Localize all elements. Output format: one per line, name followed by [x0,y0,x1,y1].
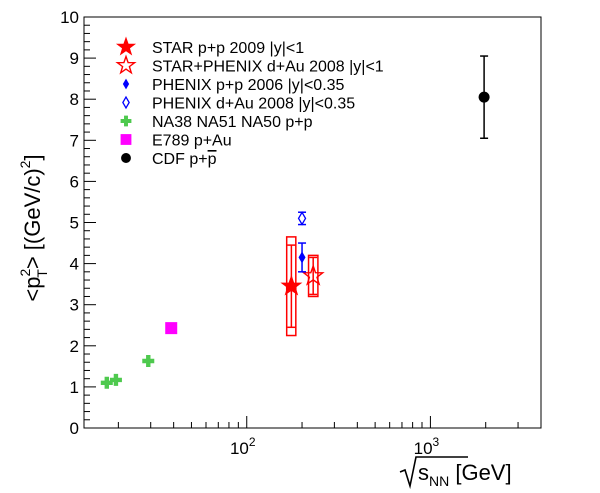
data-markers [100,55,490,389]
y-tick-label: 7 [70,131,79,150]
legend-marker-icon [122,78,130,90]
y-label-open: <p [20,277,45,302]
sqrt-sign-icon [399,456,468,490]
data-point [298,251,306,264]
data-point [301,263,325,286]
x-tick-label: 103 [414,435,440,458]
y-tick-label: 0 [70,419,79,438]
legend-entry: STAR+PHENIX d+Au 2008 |y|<1 [115,54,384,76]
legend-label: STAR p+p 2009 |y|<1 [152,40,304,57]
y-axis-label: <p2T> [(GeV/c)2] [17,154,50,301]
y-label-close: > [(GeV/c) [20,168,45,269]
legend-entry: STAR p+p 2009 |y|<1 [115,36,304,57]
legend-label: NA38 NA51 NA50 p+p [152,114,313,131]
y-label-sup: 2 [17,269,33,277]
legend-marker-icon [120,115,132,127]
legend-label: CDF p+p [152,151,217,168]
y-tick-label: 2 [70,337,79,356]
y-label-sub: T [34,269,50,278]
x-label-pre: s [418,460,429,485]
legend: STAR p+p 2009 |y|<1 STAR+PHENIX d+Au 2008… [115,36,384,168]
y-label-close-sup: 2 [17,160,33,168]
data-point [100,376,113,389]
y-tick-label: 9 [70,49,79,68]
legend-entry: NA38 NA51 NA50 p+p [120,114,313,131]
legend-label: PHENIX p+p 2006 |y|<0.35 [152,77,345,94]
data-point [478,91,490,103]
y-tick-label: 10 [60,8,79,27]
legend-entry: PHENIX d+Au 2008 |y|<0.35 [122,95,355,113]
y-tick-label: 1 [70,378,79,397]
y-tick-label: 8 [70,90,79,109]
legend-marker-icon [121,153,131,163]
legend-entry: CDF p+p [121,151,217,168]
legend-marker-icon [115,36,137,56]
svg-text:sNN [GeV]: sNN [GeV] [418,460,512,489]
data-point [109,373,122,386]
legend-marker-icon [115,54,137,75]
legend-entry: E789 p+Au [120,133,232,150]
legend-label: STAR+PHENIX d+Au 2008 |y|<1 [152,59,384,76]
y-tick-label: 3 [70,296,79,315]
x-label-sub: NN [429,473,449,489]
y-label-end: ] [20,154,45,160]
data-point [297,211,307,226]
legend-marker-icon [122,95,130,110]
legend-entry: PHENIX p+p 2006 |y|<0.35 [122,77,345,94]
x-label-unit: [GeV] [449,460,511,485]
legend-label: PHENIX d+Au 2008 |y|<0.35 [152,96,355,113]
y-tick-label: 6 [70,172,79,191]
y-tick-label: 4 [70,255,79,274]
axis-ticks: 0 1 2 3 4 5 6 7 8 9 10 102 103 [60,8,542,458]
y-tick-label: 5 [70,214,79,233]
legend-marker-icon [120,134,132,145]
x-axis-label: sNN [GeV] [399,456,512,490]
x-tick-label: 102 [230,435,256,458]
legend-label: E789 p+Au [152,133,232,150]
data-point [142,355,155,368]
data-point [165,322,178,335]
data-point [280,274,303,296]
